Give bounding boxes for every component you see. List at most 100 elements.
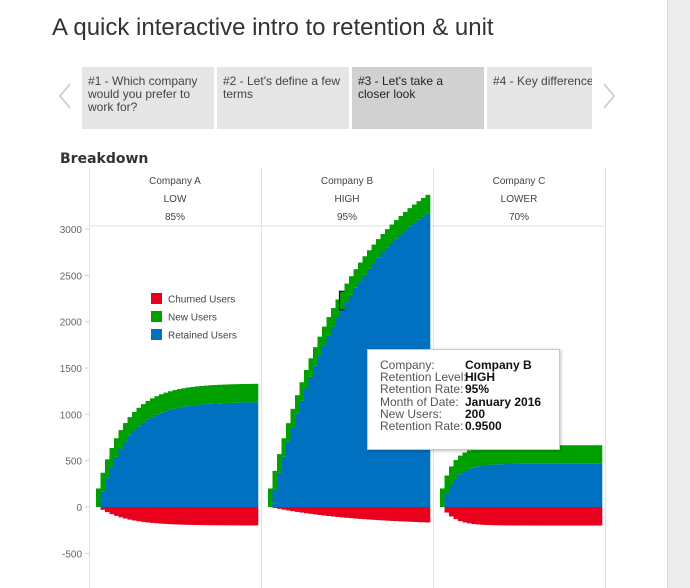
y-tick-label: 1000 [60,410,83,421]
new-users-bar [584,445,589,464]
retained-bar [322,345,327,507]
retained-bar [588,463,594,507]
retained-bar [100,491,106,507]
scrollbar[interactable] [667,0,690,588]
retained-bar [177,407,182,507]
churned-bar [195,507,200,526]
chevron-left-icon[interactable] [58,83,72,109]
churned-bar [552,507,558,526]
new-users-bar [503,445,508,465]
retained-bar [123,441,128,507]
new-users-bar [380,234,386,253]
legend-label: Churned Users [168,295,235,306]
retained-bar [204,404,209,507]
churned-bar [476,507,481,525]
new-users-bar [195,386,200,405]
new-users-bar [150,398,155,417]
churned-bar [114,507,119,516]
new-users-bar [331,308,336,327]
churned-bar [412,507,417,522]
new-users-bar [376,239,381,258]
churned-bar [208,507,214,526]
retained-bar [253,402,259,507]
retained-bar [584,463,589,507]
tooltip-value: January 2016 [465,394,542,409]
retained-bar [597,463,603,507]
new-users-bar [204,385,209,405]
new-users-bar [480,446,486,466]
new-users-bar [226,384,232,403]
churned-bar [453,507,459,520]
churned-bar [100,507,106,510]
new-users-bar [172,390,178,409]
new-users-bar [557,445,562,464]
retained-bar [118,448,124,507]
churned-bar [394,507,399,522]
page: A quick interactive intro to retention &… [0,0,667,588]
churned-bar [471,507,477,525]
new-users-bar [308,358,314,377]
tab-4[interactable]: #4 - Key difference [487,67,592,129]
churned-bar [281,507,287,510]
churned-bar [597,507,603,526]
churned-bar [358,507,363,519]
new-users-bar [295,395,300,414]
new-users-bar [579,445,585,464]
churned-bar [159,507,164,524]
page-title: A quick interactive intro to retention &… [52,14,494,41]
churned-bar [226,507,232,526]
retained-bar [132,430,137,507]
tab-2[interactable]: #2 - Let's define a few terms [217,67,349,129]
churned-bar [335,507,341,517]
new-users-bar [412,204,417,224]
new-users-bar [467,450,472,469]
churned-bar [557,507,562,526]
new-users-bar [253,383,259,403]
retained-bar [579,463,585,507]
new-users-bar [362,256,368,275]
retained-bar [557,463,562,507]
tooltip-label: New Users: [380,406,443,421]
legend-swatch [151,293,162,304]
retained-bar [150,416,155,507]
retained-bar [326,335,332,507]
retained-bar [136,426,142,507]
churned-bar [304,507,309,514]
churned-bar [403,507,408,522]
retained-bar [226,402,232,507]
new-users-bar [118,430,124,449]
retained-bar [295,413,300,507]
legend-swatch [151,311,162,322]
new-users-bar [132,412,137,431]
churned-bar [444,507,450,513]
retained-bar [525,463,531,507]
churned-bar [326,507,332,517]
new-users-bar [231,384,236,403]
churned-bar [286,507,291,511]
churned-bar [561,507,567,526]
tooltip-label: Retention Rate: [380,419,464,434]
panel-level-label: LOW [164,194,187,205]
new-users-bar [240,384,245,403]
retained-bar [530,463,535,507]
new-users-bar [476,447,481,467]
tab-3[interactable]: #3 - Let's take a closer look [352,67,484,129]
retained-bar [195,404,200,507]
new-users-bar [127,417,133,436]
new-users-bar [105,459,110,478]
new-users-bar [313,347,318,366]
churned-bar [163,507,169,524]
retained-bar [244,402,250,507]
churned-bar [313,507,318,515]
retained-bar [449,484,454,507]
retained-bar [114,456,119,507]
chevron-right-icon[interactable] [602,83,616,109]
new-users-bar [588,445,594,464]
retained-bar [507,463,513,507]
tab-1[interactable]: #1 - Which company would you prefer to w… [82,67,214,129]
new-users-bar [570,445,576,464]
churned-bar [181,507,187,525]
new-users-bar [494,445,499,465]
retained-bar [281,456,287,507]
new-users-bar [597,445,603,464]
